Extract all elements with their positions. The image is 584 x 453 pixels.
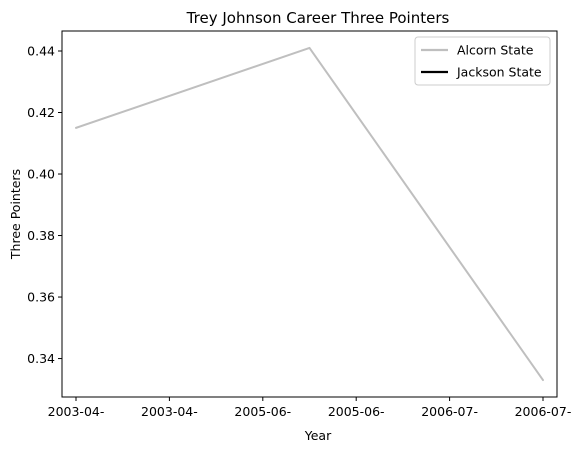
chart-title: Trey Johnson Career Three Pointers (186, 9, 450, 27)
x-tick-label: 2003-04- (141, 404, 198, 419)
x-tick-label: 2006-07- (421, 404, 478, 419)
y-tick-label: 0.40 (27, 167, 55, 182)
y-tick-label: 0.44 (27, 43, 55, 58)
legend-label-0: Alcorn State (457, 43, 534, 58)
y-axis: 0.34 0.36 0.38 0.40 0.42 0.44 (27, 43, 62, 366)
x-tick-label: 2005-06- (328, 404, 385, 419)
legend-box (414, 36, 551, 86)
y-tick-label: 0.34 (27, 351, 55, 366)
legend: Alcorn State Jackson State (414, 36, 551, 86)
y-tick-label: 0.36 (27, 290, 55, 305)
x-tick-label: 2005-06- (234, 404, 291, 419)
plot-area (75, 46, 544, 382)
y-tick-label: 0.38 (27, 228, 55, 243)
legend-label-1: Jackson State (456, 65, 542, 80)
y-axis-label: Three Pointers (8, 169, 23, 260)
x-tick-label: 2003-04- (48, 404, 105, 419)
x-axis-label: Year (304, 428, 332, 443)
x-axis: 2003-04- 2003-04- 2005-06- 2005-06- 2006-07-… (48, 397, 572, 419)
series-line-0 (75, 46, 544, 382)
plot-frame (61, 30, 558, 398)
y-tick-label: 0.42 (27, 105, 55, 120)
x-tick-label: 2006-07- (515, 404, 572, 419)
